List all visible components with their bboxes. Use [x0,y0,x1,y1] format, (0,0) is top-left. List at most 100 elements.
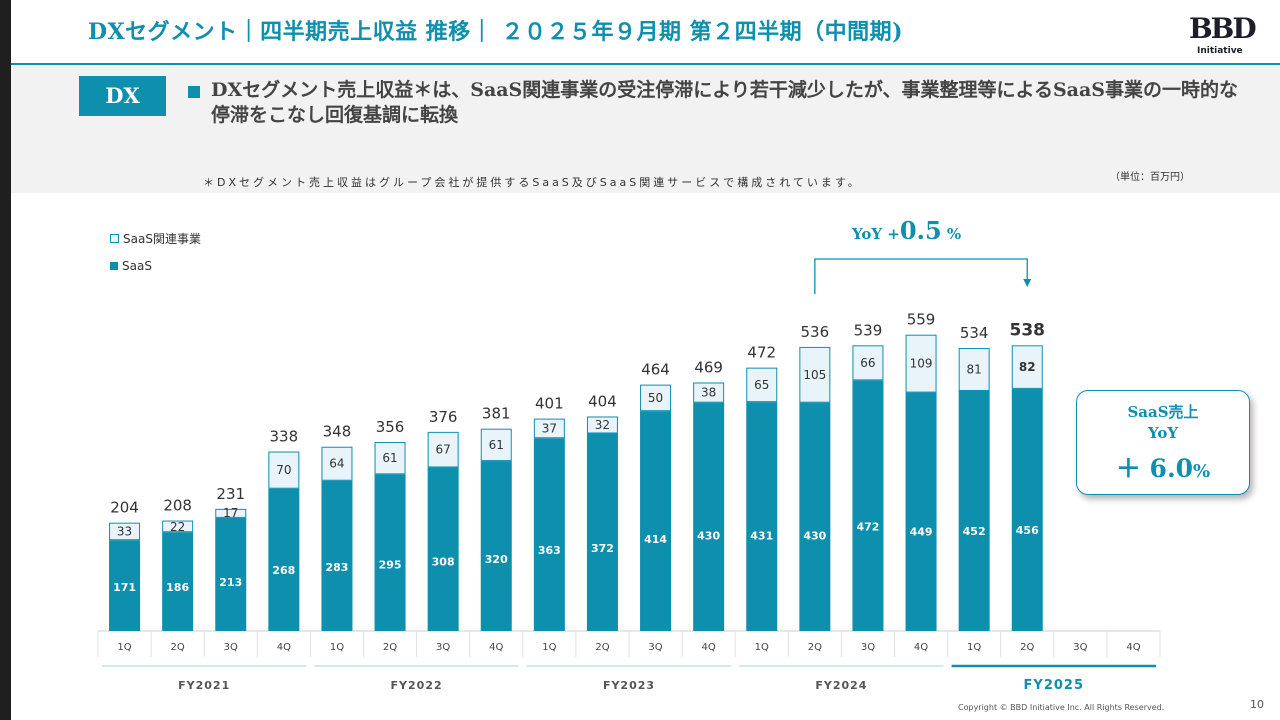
bar-related [799,346,831,403]
bar-related [374,441,406,475]
x-tick-label: 2Q [808,642,822,653]
data-label-related: 81 [967,362,982,376]
company-logo: BBD Initiative [1185,12,1257,62]
data-label-related: 109 [910,357,933,371]
data-label-total: 376 [429,408,458,426]
data-label-saas: 308 [432,556,455,569]
bar-saas [480,461,512,631]
bar-related [905,334,937,393]
data-label-related: 17 [223,506,238,520]
data-label-total: 539 [854,321,883,339]
data-label-related: 61 [382,451,397,465]
data-label-saas: 320 [485,553,508,566]
data-label-related: 61 [489,438,504,452]
page-number: 10 [1250,698,1264,711]
data-label-saas: 430 [697,530,720,543]
data-label-total: 348 [323,423,352,441]
data-label-saas: 295 [379,558,402,571]
bar-saas [799,402,831,631]
data-label-total: 464 [641,361,670,379]
saas-box-value-main: ＋ 6.0 [1115,454,1194,483]
yoy-arrowhead-icon [1023,279,1032,287]
yoy-prefix: YoY + [852,225,900,243]
legend-item-related: SaaS関連事業 [110,230,201,247]
x-tick-label: 4Q [277,642,291,653]
bar-related [852,345,884,381]
legend-swatch-saas-icon [110,262,118,270]
segment-badge: DX [79,76,166,116]
x-tick-label: 3Q [648,642,662,653]
yoy-suffix: % [941,225,962,243]
saas-box-value-pct: % [1193,461,1211,482]
x-tick-label: 3Q [861,642,875,653]
data-label-total: 469 [694,358,723,376]
data-label-related: 105 [803,368,826,382]
x-tick-label: 1Q [117,642,131,653]
bar-related [693,382,725,403]
page-title: DXセグメント｜四半期売上収益 推移｜ ２０２５年９月期 第２四半期（中間期) [88,19,904,45]
x-tick-label: 3Q [436,642,450,653]
logo-mark: BBD [1189,12,1257,45]
bar-saas [374,474,406,631]
data-label-total: 536 [801,323,830,341]
x-tick-label: 4Q [702,642,716,653]
data-label-saas: 452 [963,525,986,538]
data-label-total: 208 [163,497,192,515]
bar-related [586,416,618,434]
data-label-total: 538 [1010,320,1046,340]
x-tick-label: 4Q [914,642,928,653]
data-label-related: 33 [117,524,132,538]
data-label-total: 231 [216,485,245,503]
data-label-total: 534 [960,324,989,342]
bar-saas [852,380,884,631]
data-label-total: 356 [376,418,405,436]
data-label-saas: 268 [272,564,295,577]
footnote: ＊DXセグメント売上収益はグループ会社が提供するSaaS及びSaaS関連サービス… [203,176,862,189]
bar-saas [268,488,300,631]
bar-saas [693,402,725,631]
bar-saas [215,517,247,631]
yoy-value: 0.5 [899,216,942,245]
data-label-total: 338 [270,428,299,446]
saas-box-yoy-label: YoY [1147,424,1179,442]
bar-saas [1011,388,1043,631]
bar-related [480,428,512,462]
data-label-total: 404 [588,392,617,410]
saas-yoy-box: SaaS売上 YoY ＋ 6.0% [1076,390,1250,495]
unit-label: （単位：百万円） [1110,172,1190,183]
x-tick-label: 2Q [1020,642,1034,653]
yoy-bracket [814,258,1028,294]
data-label-total: 381 [482,405,511,423]
data-label-related: 65 [754,378,769,392]
copyright: Copyright © BBD Initiative Inc. All Righ… [958,703,1165,712]
data-label-related: 37 [542,421,557,435]
data-label-saas: 372 [591,542,614,555]
data-label-total: 472 [747,344,776,362]
legend-item-saas: SaaS [110,259,152,273]
data-label-related: 32 [595,418,610,432]
data-label-saas: 186 [166,581,189,594]
saas-box-title: SaaS売上 [1127,403,1199,421]
bar-saas [640,411,672,631]
data-label-saas: 283 [325,561,348,574]
x-tick-label: 3Q [224,642,238,653]
x-tick-label: 1Q [755,642,769,653]
data-label-saas: 430 [803,530,826,543]
data-label-saas: 213 [219,576,242,589]
bar-saas [427,467,459,631]
data-label-total: 401 [535,395,564,413]
data-label-related: 50 [648,391,663,405]
legend-swatch-related-icon [110,234,119,243]
bar-related [321,446,353,481]
data-label-saas: 472 [856,521,879,534]
data-label-related: 70 [276,463,291,477]
bar-saas [109,540,141,631]
fiscal-year-label: FY2025 [1024,678,1084,693]
data-label-saas: 431 [750,529,773,542]
bar-saas [746,402,778,631]
bar-saas [905,392,937,631]
fiscal-year-label: FY2021 [178,679,230,692]
fiscal-year-label: FY2023 [603,679,655,692]
x-tick-label: 4Q [1126,642,1140,653]
